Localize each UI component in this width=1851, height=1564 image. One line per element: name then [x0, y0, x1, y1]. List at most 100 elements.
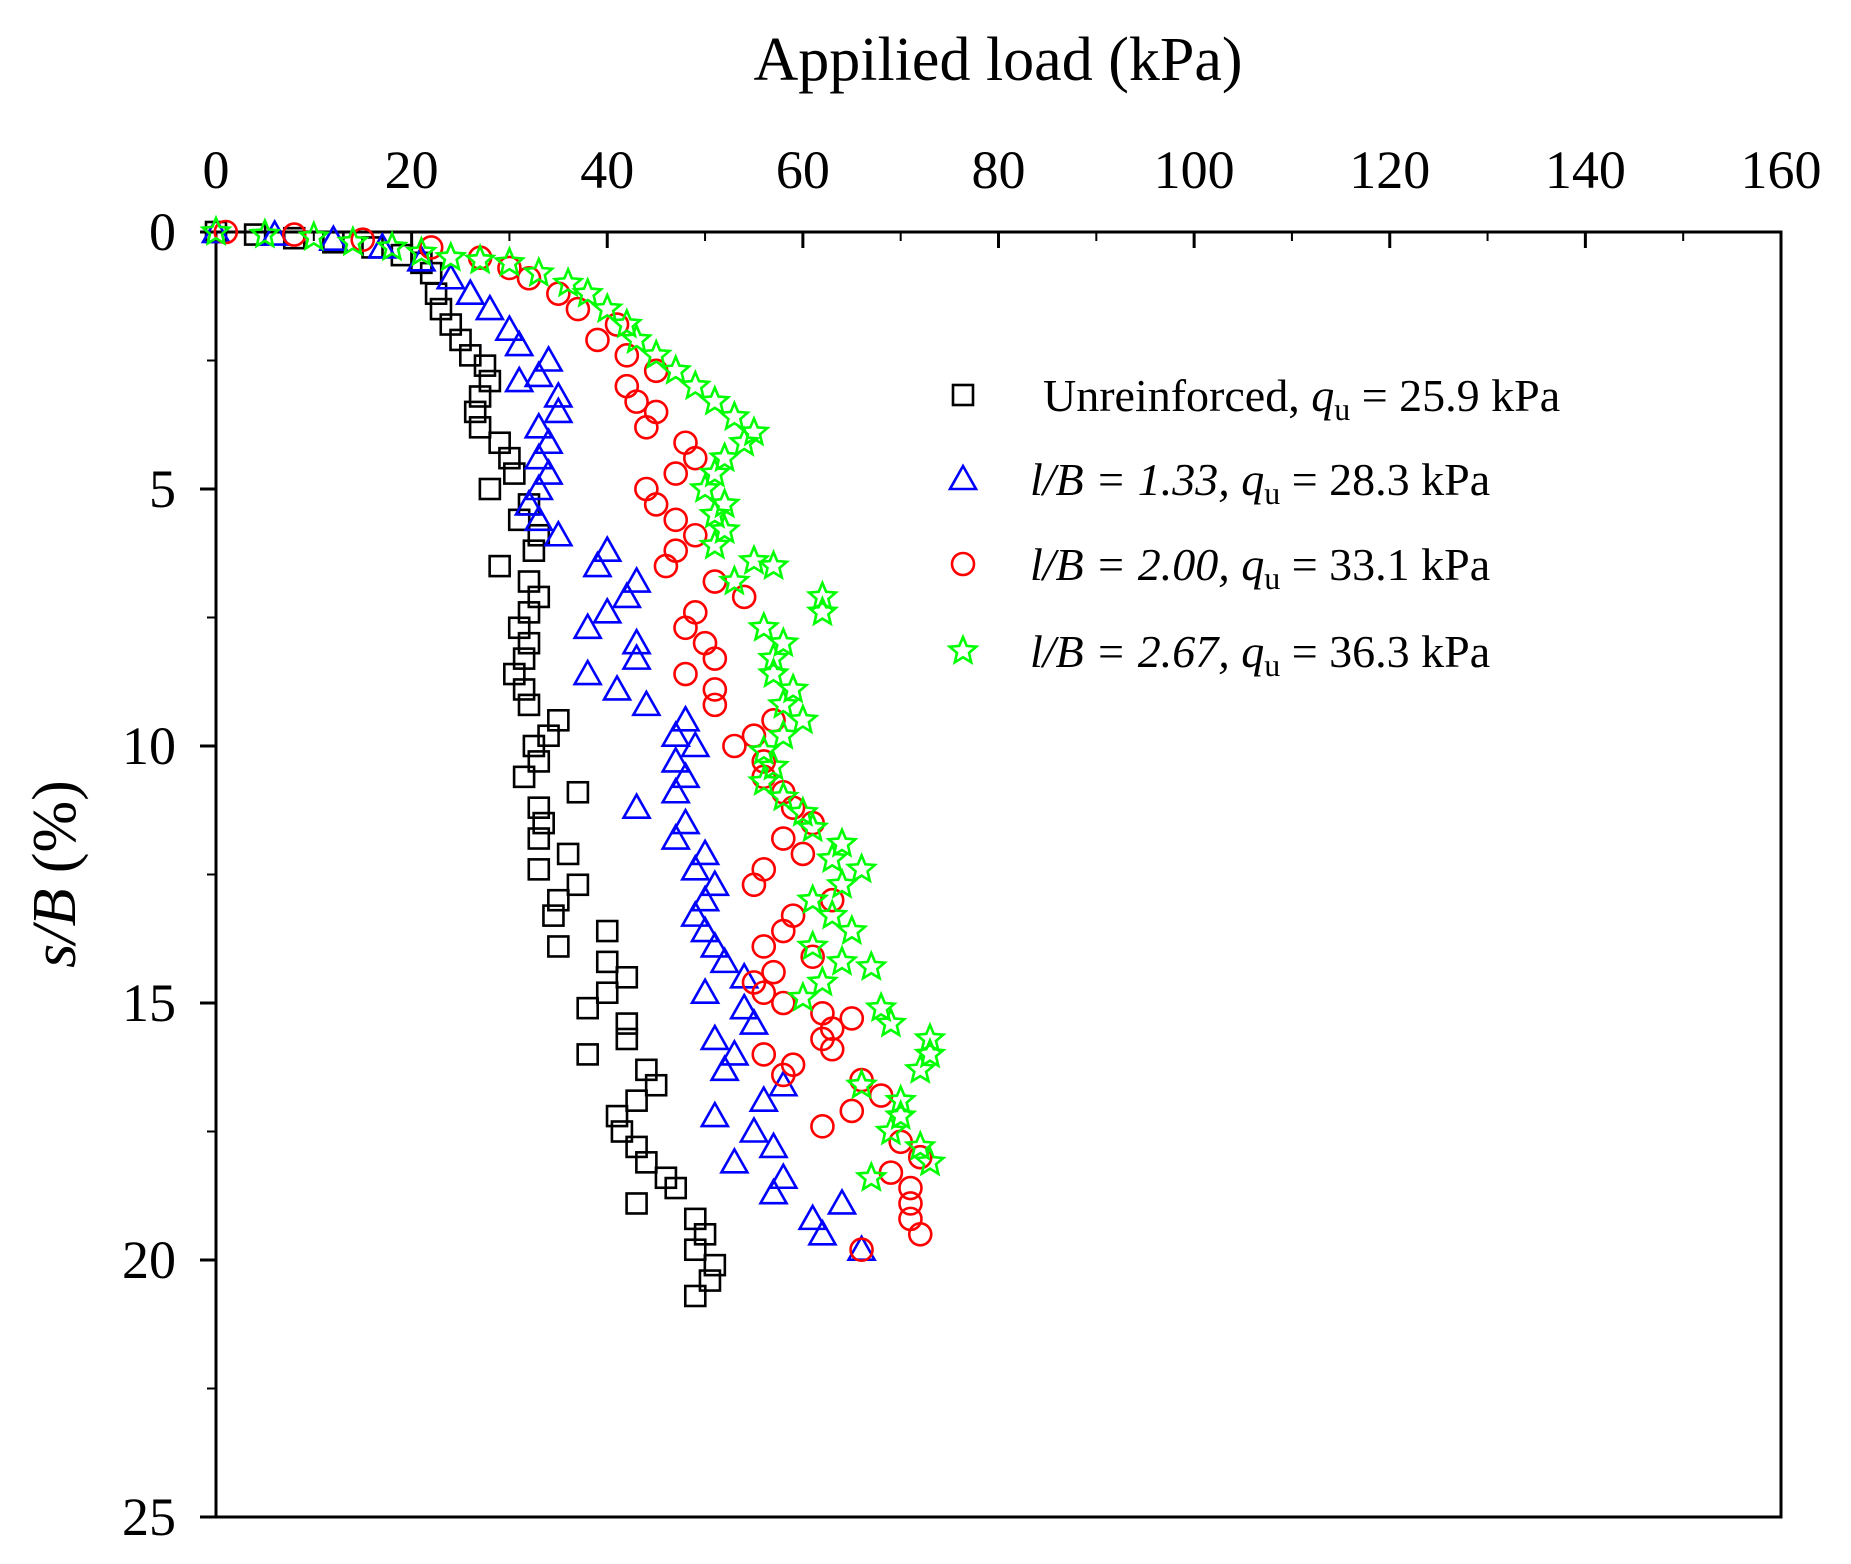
svg-text:l/B = 2.00, qu = 33.1 kPa: l/B = 2.00, qu = 33.1 kPa	[1030, 539, 1490, 596]
series-2	[213, 219, 933, 1263]
data-point	[699, 930, 731, 958]
data-point	[682, 522, 708, 548]
data-point	[546, 281, 571, 306]
data-point	[689, 884, 721, 912]
data-point	[807, 1218, 838, 1246]
data-point	[621, 642, 652, 670]
y-tick-label: 15	[122, 973, 176, 1033]
data-point	[689, 977, 721, 1005]
data-point	[849, 1237, 874, 1263]
data-point	[243, 223, 267, 246]
data-point	[898, 1175, 923, 1201]
data-point	[556, 842, 580, 866]
data-point	[663, 538, 689, 563]
data-point	[572, 658, 603, 686]
data-point	[702, 569, 728, 594]
legend-label-1: l/B = 1.33,	[1030, 454, 1241, 505]
data-point	[595, 950, 619, 974]
data-point	[874, 1006, 908, 1038]
x-tick-label: 20	[385, 140, 439, 200]
data-point	[780, 903, 806, 928]
data-point	[512, 765, 536, 789]
data-point	[698, 1269, 722, 1292]
data-point	[592, 535, 623, 562]
data-point	[523, 473, 555, 501]
data-point	[547, 888, 570, 912]
data-point	[664, 1176, 688, 1200]
legend-qu-1: = 28.3 kPa	[1280, 454, 1490, 505]
data-point	[766, 687, 800, 719]
data-point	[747, 764, 781, 797]
data-point	[653, 553, 679, 579]
data-point	[350, 227, 376, 253]
data-point	[455, 278, 486, 305]
legend-qu-2: = 33.1 kPa	[1280, 539, 1490, 590]
legend-qu-0: = 25.9 kPa	[1350, 370, 1560, 421]
data-point	[494, 314, 525, 341]
legend-qu-sub-3: u	[1264, 647, 1280, 683]
series-0	[204, 220, 727, 1308]
data-point	[527, 827, 551, 850]
data-point	[522, 734, 546, 758]
data-point	[635, 1151, 658, 1174]
x-tick-label: 120	[1349, 140, 1430, 200]
data-point	[468, 416, 492, 439]
data-point	[527, 858, 551, 881]
x-tick-label: 40	[580, 140, 634, 200]
data-point	[670, 807, 701, 835]
legend-marker-lb-2-00	[950, 551, 976, 577]
legend-label-2: l/B = 2.00,	[1030, 539, 1241, 590]
data-point	[513, 488, 545, 516]
data-point	[796, 929, 830, 961]
data-point	[839, 1098, 865, 1124]
data-point	[673, 661, 698, 687]
data-point	[761, 959, 786, 985]
data-point	[660, 745, 691, 773]
data-point	[719, 1038, 750, 1066]
legend-qu-sub-0: u	[1334, 391, 1350, 427]
legend-marker-shape	[946, 633, 980, 666]
x-tick-label: 140	[1545, 140, 1626, 200]
data-point	[523, 360, 555, 388]
data-point	[631, 689, 662, 717]
data-point	[751, 934, 777, 959]
data-point	[751, 749, 777, 774]
y-tick-label: 25	[122, 1487, 176, 1547]
data-point	[533, 427, 564, 455]
data-point	[522, 539, 546, 562]
legend-qu-symbol-1: q	[1241, 454, 1264, 505]
data-point	[604, 312, 630, 337]
data-point	[527, 523, 551, 547]
data-point	[620, 322, 654, 355]
data-point	[663, 507, 689, 533]
data-point	[498, 446, 521, 470]
data-point	[786, 980, 820, 1012]
data-point	[468, 385, 492, 408]
data-point	[492, 245, 527, 277]
data-point	[702, 692, 728, 718]
data-point	[699, 1100, 731, 1128]
data-point	[819, 1036, 845, 1062]
data-point	[703, 1253, 727, 1277]
data-point	[670, 761, 701, 789]
data-point	[527, 796, 551, 819]
data-point	[903, 1129, 937, 1161]
data-point	[566, 873, 590, 897]
data-point	[786, 795, 820, 827]
data-point	[907, 1222, 933, 1247]
data-point	[621, 565, 652, 593]
data-point	[758, 1131, 789, 1159]
data-point	[601, 673, 633, 701]
data-point	[717, 564, 751, 596]
data-point	[825, 944, 859, 976]
legend-entry-3: l/B = 2.67, qu = 36.3 kPa	[946, 626, 1490, 683]
data-point	[766, 780, 800, 812]
data-point	[844, 852, 879, 884]
data-point	[751, 857, 777, 882]
data-point	[756, 548, 791, 581]
data-point	[576, 996, 599, 1020]
data-point	[815, 898, 849, 930]
legend: Unreinforced, qu = 25.9 kPa l/B = 1.33, …	[946, 370, 1560, 683]
data-point	[533, 457, 564, 485]
